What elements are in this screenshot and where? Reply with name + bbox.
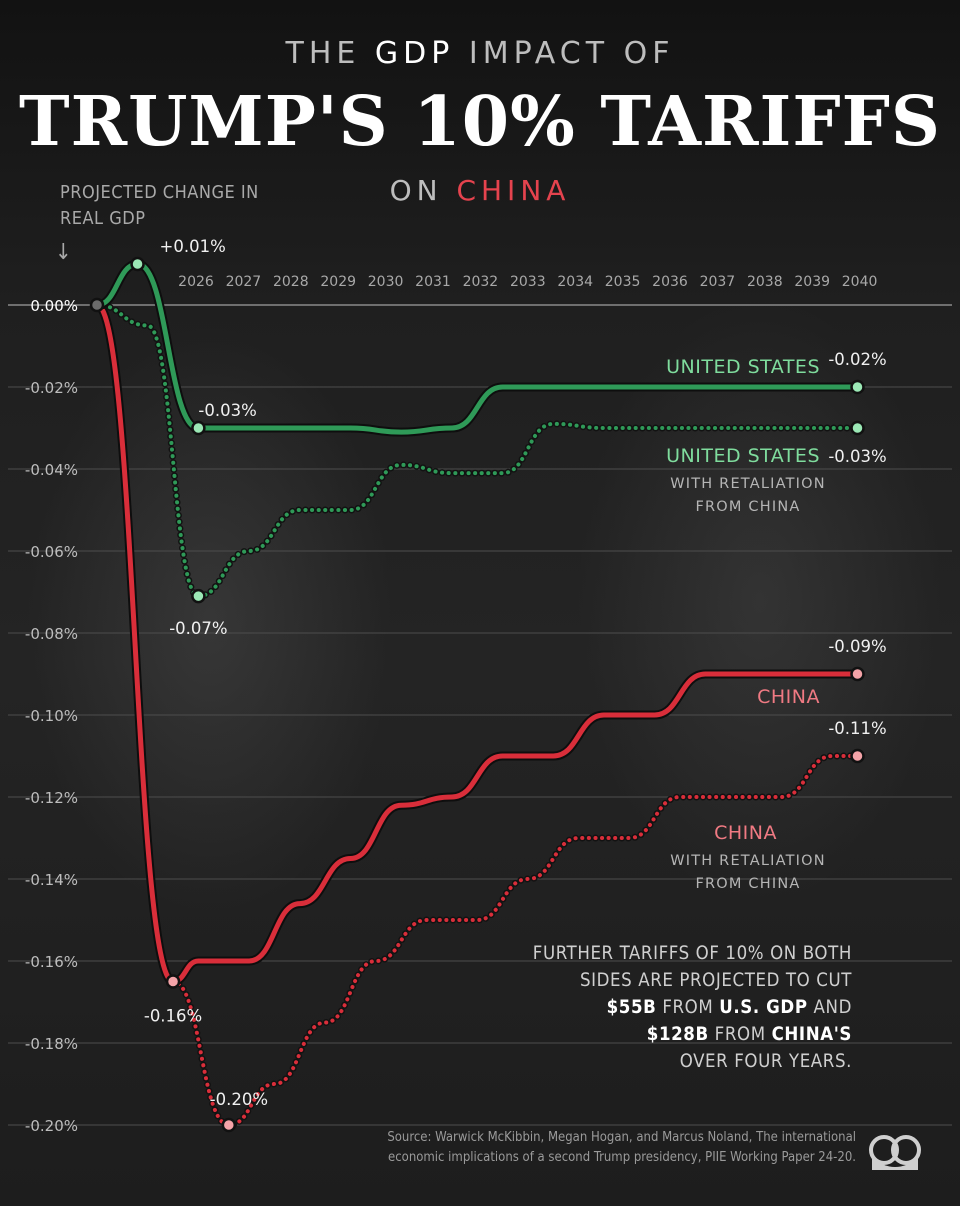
series-dotted-line [95, 303, 860, 1128]
data-label: -0.02% [828, 350, 886, 369]
x-tick-label: 2029 [320, 274, 356, 290]
data-label: -0.03% [198, 401, 256, 420]
data-label: -0.07% [169, 619, 227, 638]
note-line-2: SIDES ARE PROJECTED TO CUT [579, 970, 852, 991]
x-tick-label: 2035 [605, 274, 641, 290]
source-citation: Source: Warwick McKibbin, Megan Hogan, a… [360, 1128, 856, 1168]
start-marker [89, 297, 105, 313]
x-tick-label: 2031 [415, 274, 451, 290]
series-name-label: UNITED STATES [666, 445, 820, 467]
note-line-1: FURTHER TARIFFS OF 10% ON BOTH [532, 943, 852, 964]
x-tick-label: 2038 [747, 274, 783, 290]
data-label: -0.16% [144, 1007, 202, 1026]
x-tick-label: 2030 [368, 274, 404, 290]
y-tick-label: -0.06% [25, 543, 78, 561]
series-marker [191, 588, 206, 604]
series-marker [850, 748, 865, 764]
x-tick-label: 2032 [463, 274, 499, 290]
tariff-note: FURTHER TARIFFS OF 10% ON BOTH SIDES ARE… [470, 940, 852, 1075]
down-arrow-icon: ↓ [55, 240, 72, 265]
y-axis-title: PROJECTED CHANGE IN REAL GDP [60, 180, 320, 232]
x-tick-label: 2034 [557, 274, 593, 290]
y-tick-label: -0.20% [25, 1117, 78, 1135]
source-line-1: Source: Warwick McKibbin, Megan Hogan, a… [387, 1130, 856, 1145]
x-tick-label: 2040 [842, 274, 878, 290]
series-marker [850, 666, 865, 682]
y-tick-label: -0.10% [25, 707, 78, 725]
x-tick-label: 2026 [178, 274, 214, 290]
series-name-label: CHINA [757, 686, 820, 708]
x-tick-label: 2036 [652, 274, 688, 290]
y-tick-label: -0.18% [25, 1035, 78, 1053]
data-label: -0.09% [828, 637, 886, 656]
series-marker [850, 379, 865, 395]
series-labels: UNITED STATES UNITED STATES WITH RETALIATI… [666, 356, 826, 892]
data-label: -0.03% [828, 447, 886, 466]
x-tick-labels: 2026 2027 2028 2029 2030 2031 2032 2033 2034 2035… [178, 274, 877, 290]
series-marker [191, 420, 206, 436]
title-line-3: ON CHINA [389, 174, 571, 207]
series-name-label: UNITED STATES [666, 356, 820, 378]
x-tick-label: 2037 [700, 274, 736, 290]
x-tick-label: 2027 [226, 274, 262, 290]
x-tick-label: 2039 [794, 274, 830, 290]
x-tick-label: 2028 [273, 274, 309, 290]
y-tick-label: -0.16% [25, 953, 78, 971]
data-label: -0.20% [210, 1090, 268, 1109]
y-tick-label: -0.04% [25, 461, 78, 479]
series-subtitle-line-1: WITH RETALIATION [670, 853, 826, 869]
data-label: -0.11% [828, 719, 886, 738]
series-name-label: CHINA [714, 822, 777, 844]
visual-capitalist-logo-icon [869, 1135, 921, 1170]
title-line-2: TRUMP'S 10% TARIFFS [19, 82, 941, 162]
note-line-5: OVER FOUR YEARS. [679, 1051, 852, 1072]
note-line-3: $55B FROM U.S. GDP AND [606, 997, 852, 1018]
data-label: +0.01% [160, 237, 226, 256]
y-tick-label: -0.08% [25, 625, 78, 643]
x-tick-label: 2033 [510, 274, 546, 290]
series-subtitle-line-1: WITH RETALIATION [670, 476, 826, 492]
series-dotted-line [95, 303, 860, 599]
series-markers [89, 256, 865, 1133]
source-line-2: economic implications of a second Trump … [388, 1150, 856, 1165]
y-tick-label: 0.00% [30, 297, 78, 315]
y-axis-title-line-2: REAL GDP [60, 208, 146, 229]
series-subtitle-line-2: FROM CHINA [695, 876, 800, 892]
data-labels: -0.20% -0.11% -0.16% -0.09% -0.07% -0.03% +0.0… [144, 237, 887, 1109]
series-marker [130, 256, 145, 272]
series-marker [221, 1117, 237, 1133]
y-tick-labels: 0.00% -0.02% -0.04% -0.06% -0.08% -0.10% -0.12… [25, 297, 78, 1135]
y-tick-label: -0.12% [25, 789, 78, 807]
series-marker [165, 974, 181, 989]
note-line-4: $128B FROM CHINA'S [646, 1024, 852, 1045]
series-marker [850, 420, 865, 436]
y-axis-title-line-1: PROJECTED CHANGE IN [60, 182, 259, 203]
grid-lines [8, 304, 952, 1126]
y-tick-label: -0.14% [25, 871, 78, 889]
y-tick-label: -0.02% [25, 379, 78, 397]
series-subtitle-line-2: FROM CHINA [695, 499, 800, 515]
title-line-1: THE GDP IMPACT OF [285, 36, 675, 71]
